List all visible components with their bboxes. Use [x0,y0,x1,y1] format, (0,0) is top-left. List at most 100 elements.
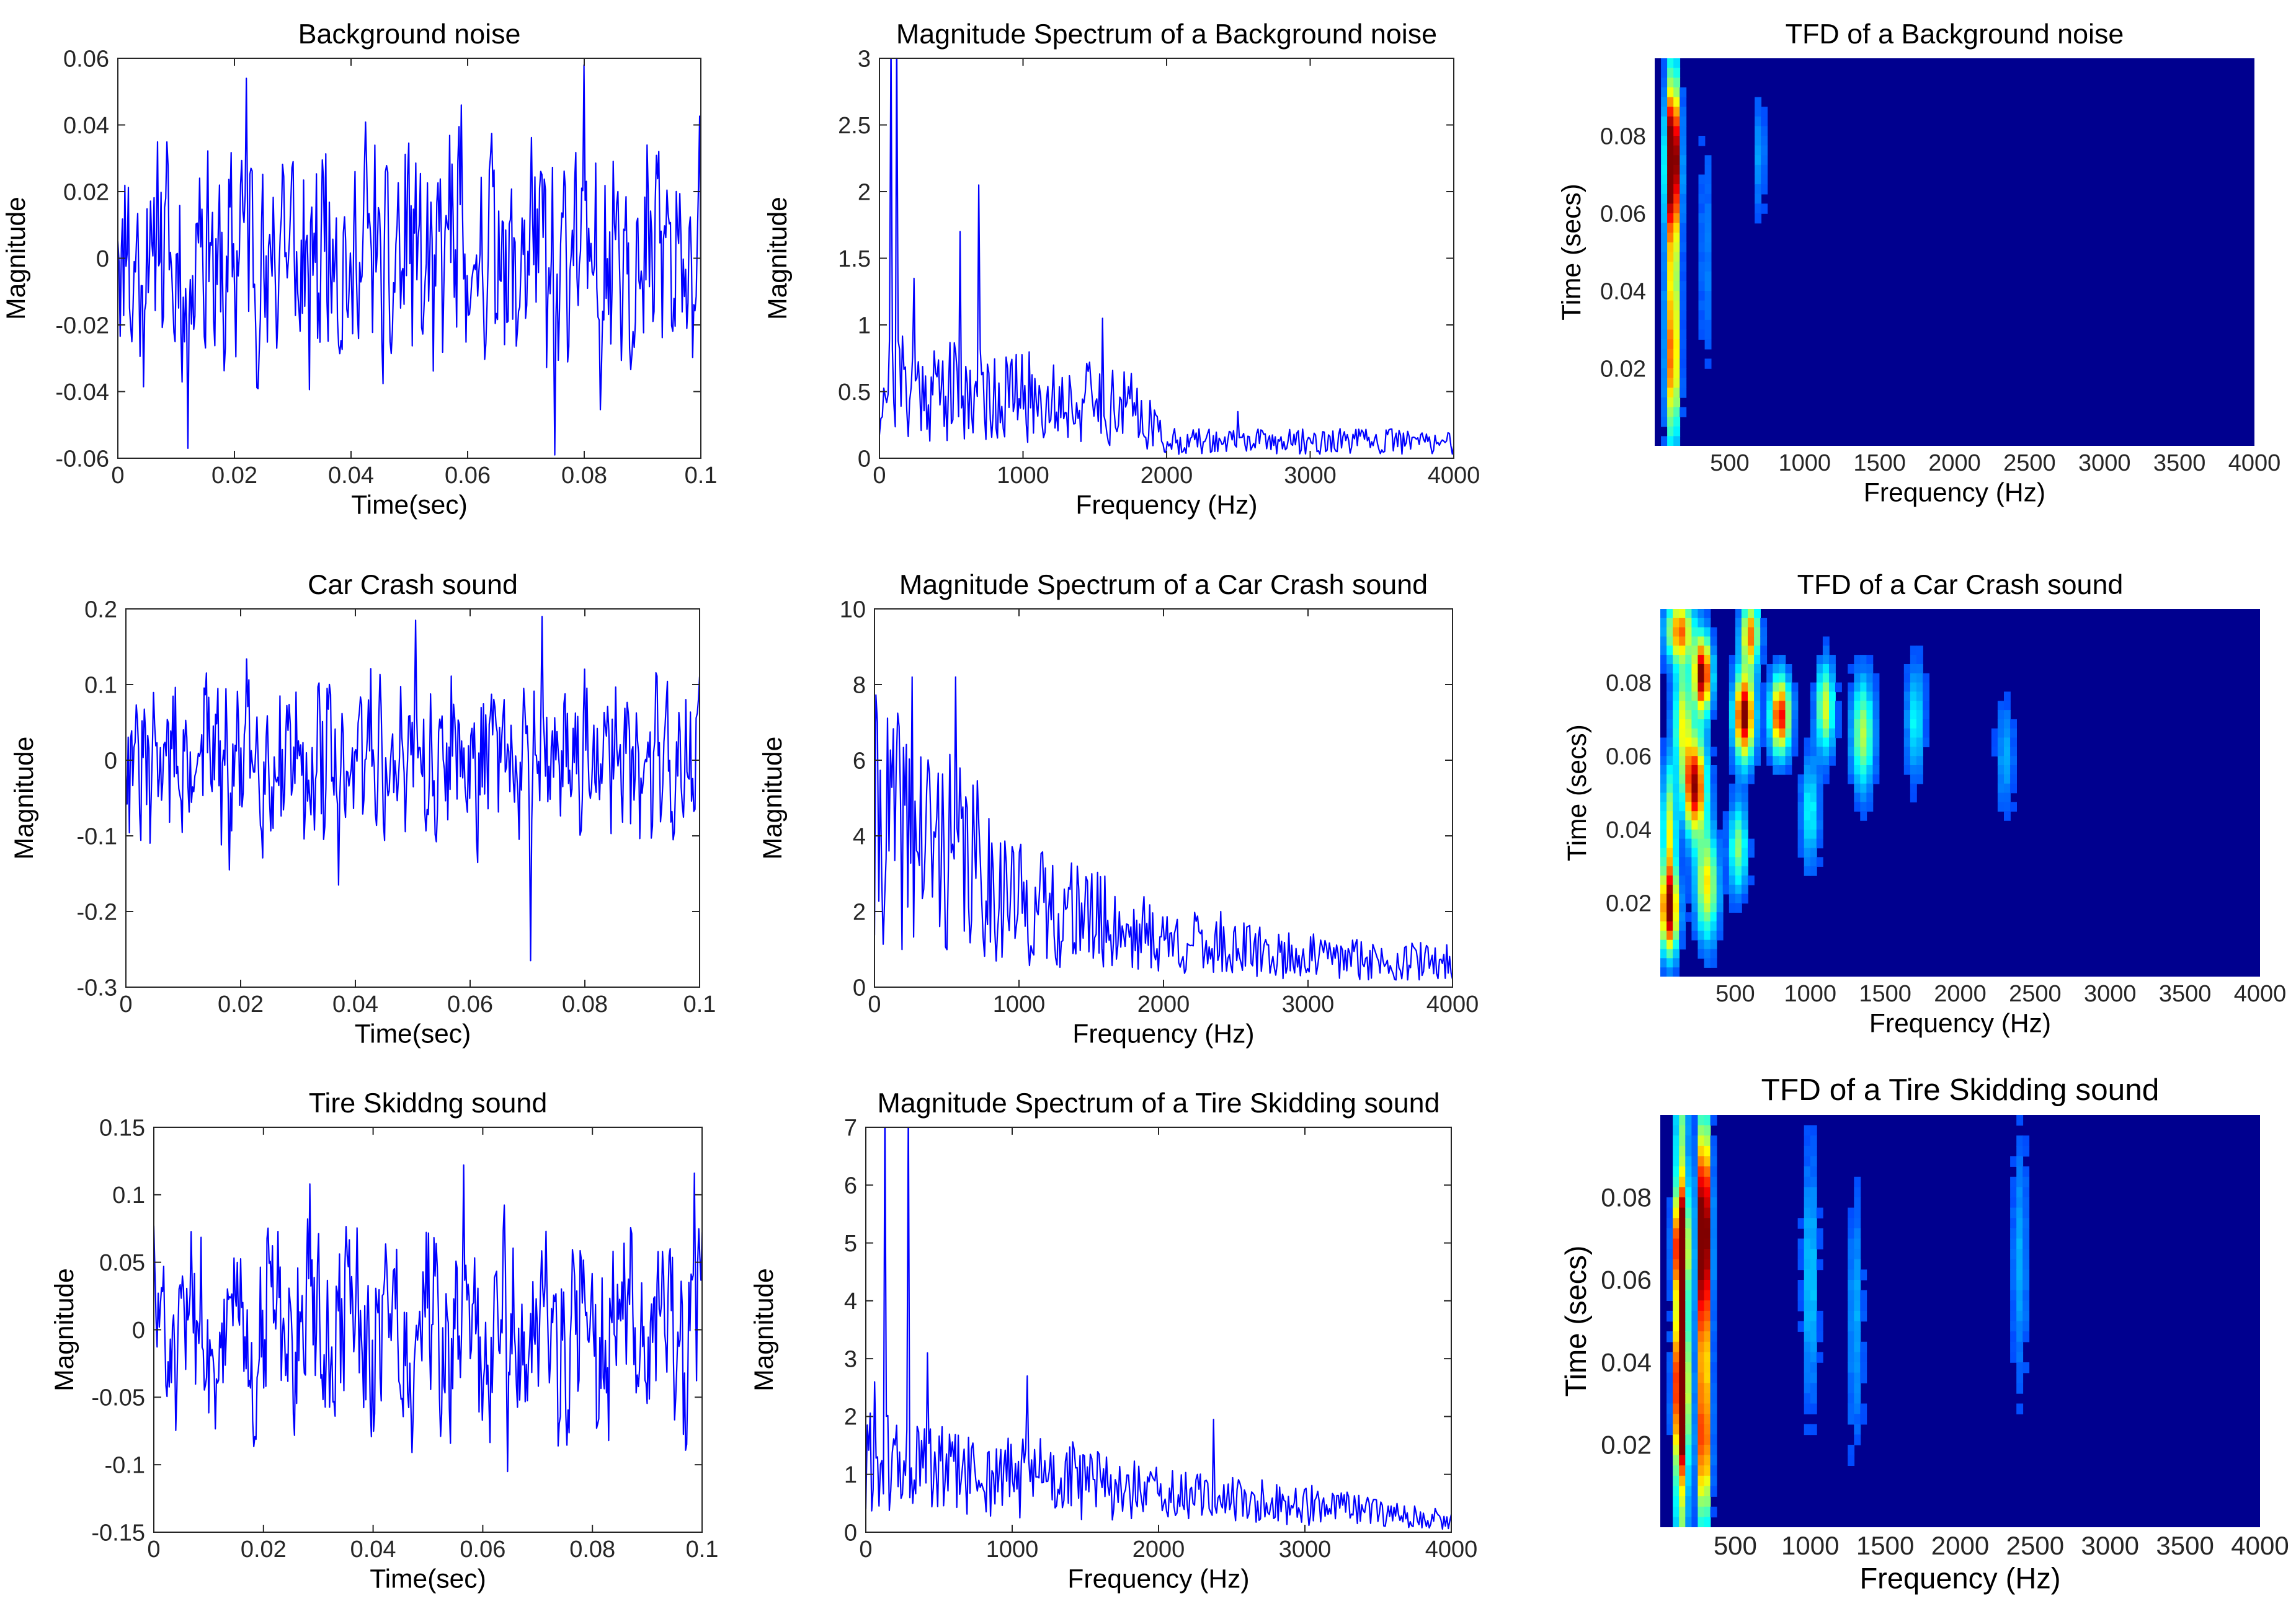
heatmap-cell [1685,664,1693,674]
heatmap-cell [2010,765,2017,775]
heatmap-cell [1679,912,1686,922]
series-line [154,1164,702,1473]
heatmap-cell [1916,728,1923,739]
y-tick-label: 0 [844,1520,857,1546]
heatmap-cell [1816,802,1823,812]
heatmap-cell [1854,1280,1861,1291]
heatmap-cell [1661,78,1668,88]
heatmap-cell [1804,737,1811,748]
heatmap-cell [1685,1424,1693,1435]
heatmap-cell [1822,636,1830,647]
heatmap-cell [1679,930,1686,941]
heatmap-cell [1903,682,1911,693]
heatmap-cell [1866,765,1874,775]
heatmap-cell [1923,719,1929,729]
heatmap-cell [1729,655,1736,665]
heatmap-cell [1704,1187,1711,1198]
heatmap-cell [1691,609,1699,619]
heatmap-cell [1835,701,1842,711]
heatmap-cell [1673,1352,1680,1363]
heatmap-cell [1661,271,1668,282]
heatmap-cell [1704,252,1712,262]
heatmap-cell [1991,737,1998,748]
heatmap-cell [1910,673,1917,683]
heatmap-cell [1710,875,1717,885]
heatmap-cell [1685,1372,1693,1383]
heatmap-cell [1667,145,1674,156]
heatmap-cell [1816,737,1823,748]
heatmap-cell [1673,1125,1680,1136]
heatmap-cell [1991,747,1998,756]
heatmap-cell [1666,903,1673,913]
heatmap-cell [1810,1383,1817,1394]
heatmap-cell [1716,866,1724,876]
heatmap-cell [1704,1445,1711,1456]
heatmap-cell [1698,319,1706,330]
heatmap-cell [1667,58,1674,69]
heatmap-cell [1698,664,1705,674]
heatmap-cell [1698,673,1705,683]
heatmap-cell [1685,848,1693,858]
x-tick-label: 500 [1715,981,1755,1007]
heatmap-cell [1691,627,1699,637]
heatmap-cell [1698,1424,1705,1435]
heatmap-cell [1748,609,1755,619]
heatmap-cell [1679,811,1686,821]
heatmap-cell [2016,1207,2024,1218]
heatmap-cell [1704,894,1711,904]
heatmap-cell [1666,747,1673,756]
heatmap-cell [1916,701,1923,711]
heatmap-cell [1804,1197,1811,1209]
x-tick-label: 3000 [1282,991,1335,1018]
heatmap-cell [1673,1156,1680,1167]
x-tick-label: 0.06 [447,991,493,1018]
heatmap-cell [1673,145,1681,156]
y-tick-label: 0.06 [1606,744,1652,770]
heatmap-cell [1698,1496,1705,1507]
heatmap-cell [1667,378,1674,388]
heatmap-cell [1673,378,1681,388]
heatmap-cell [1797,792,1805,803]
heatmap-cell [1698,1445,1705,1456]
heatmap-cell [1673,1372,1680,1383]
heatmap-cell [1698,636,1705,647]
heatmap-cell [1741,857,1748,867]
heatmap-cell [1773,664,1780,674]
heatmap-cell [1673,1238,1680,1249]
heatmap-cell [1829,737,1836,748]
heatmap-cell [1698,193,1706,205]
heatmap-cell [1666,655,1673,665]
heatmap-cell [1685,618,1693,628]
heatmap-cell [1667,78,1674,88]
y-tick-label: 0.04 [63,113,109,139]
heatmap-cell [1761,107,1768,117]
heatmap-cell [1872,774,1880,784]
heatmap-cell [2016,1115,2024,1126]
heatmap-cell [2016,1269,2024,1280]
heatmap-cell [1704,1166,1711,1178]
heatmap-cell [1673,1331,1680,1342]
heatmap-cell [1680,193,1687,205]
heatmap-cell [1910,737,1917,748]
heatmap-cell [1710,701,1717,711]
heatmap-cell [1704,203,1712,214]
heatmap-cell [1673,436,1681,446]
heatmap-cell [1704,339,1712,350]
panel-3: 500 1000 1500 2000 2500 3000 3500 40000.020.040… [1557,18,2280,507]
heatmap-cell [1680,378,1687,388]
heatmap-cell [1797,829,1805,840]
heatmap-cell [1710,1331,1717,1342]
heatmap-cell [1704,857,1711,867]
heatmap-cell [1735,884,1742,895]
heatmap-cell [1755,107,1762,117]
heatmap-cell [1685,1115,1693,1126]
heatmap-cell [1729,903,1736,913]
heatmap-cell [1666,1393,1673,1404]
heatmap-cell [1685,1218,1693,1229]
x-tick-label: 0.1 [686,1537,719,1563]
heatmap-cell [1779,682,1786,693]
heatmap-cell [1667,358,1674,369]
heatmap-cell [1854,1321,1861,1332]
heatmap-cell [1729,747,1736,756]
heatmap-cell [1704,1424,1711,1435]
